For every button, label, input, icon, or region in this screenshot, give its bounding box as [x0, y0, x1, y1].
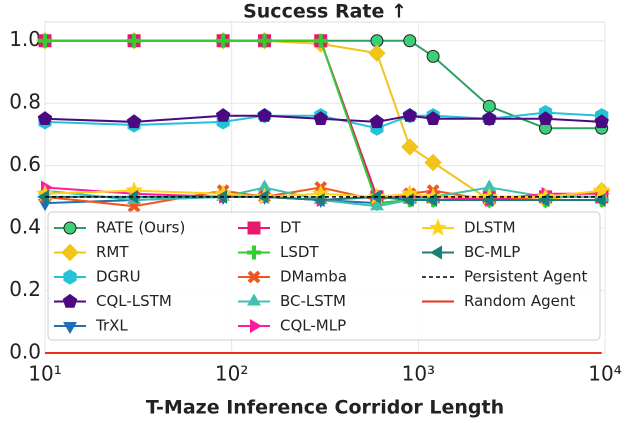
legend-label: DLSTM — [464, 219, 516, 237]
legend-label: TrXL — [95, 317, 128, 335]
x-tick-label: 10² — [215, 362, 248, 386]
marker — [592, 181, 611, 199]
legend-label: CQL-LSTM — [96, 292, 172, 310]
marker — [426, 49, 440, 63]
marker — [402, 108, 417, 122]
marker — [401, 138, 419, 156]
legend-label: DMamba — [280, 268, 347, 286]
marker — [215, 108, 231, 122]
marker — [313, 111, 328, 125]
marker — [63, 221, 77, 235]
marker — [247, 270, 261, 284]
marker — [61, 243, 79, 262]
marker — [538, 111, 553, 125]
marker — [62, 293, 78, 308]
marker — [403, 34, 417, 48]
marker — [313, 33, 328, 48]
marker — [127, 33, 142, 48]
legend-label: RATE (Ours) — [96, 219, 185, 237]
marker — [247, 245, 261, 260]
marker — [368, 44, 386, 62]
marker — [63, 269, 77, 285]
legend-label: Persistent Agent — [464, 268, 587, 286]
x-tick-label: 10¹ — [28, 362, 61, 386]
x-tick-label: 10³ — [402, 362, 435, 386]
legend-label: RMT — [96, 243, 129, 261]
y-tick-label: 1.0 — [9, 27, 41, 51]
y-tick-label: 0.8 — [9, 90, 41, 114]
legend-label: DGRU — [96, 268, 141, 286]
marker — [38, 33, 52, 48]
marker — [247, 293, 261, 306]
legend-label: BC-LSTM — [280, 292, 346, 310]
marker — [594, 114, 609, 129]
chart-title: Success Rate ↑ — [243, 1, 407, 23]
marker — [216, 33, 231, 48]
y-tick-label: 0.6 — [9, 152, 41, 176]
marker — [257, 108, 272, 122]
marker — [370, 198, 384, 211]
y-tick-label: 0.4 — [9, 215, 41, 239]
marker — [482, 111, 497, 125]
marker — [429, 218, 447, 236]
marker — [425, 111, 441, 125]
x-tick-label: 10⁴ — [588, 362, 621, 386]
legend-label: CQL-MLP — [280, 317, 346, 335]
legend-label: Random Agent — [464, 292, 575, 310]
legend-box — [47, 211, 601, 341]
marker — [63, 322, 77, 334]
y-tick-label: 0.0 — [9, 340, 41, 364]
legend: RATE (Ours) RMT DGRU CQL-LSTM TrXL DT LSDT DMam… — [47, 211, 601, 341]
series — [37, 108, 609, 129]
legend-label: DT — [280, 219, 302, 237]
marker — [247, 221, 261, 235]
x-axis-label: T-Maze Inference Corridor Length — [146, 397, 504, 419]
legend-label: BC-MLP — [464, 243, 520, 261]
marker — [430, 245, 442, 260]
marker — [126, 114, 142, 129]
marker — [424, 153, 442, 172]
marker — [482, 99, 496, 113]
marker — [37, 111, 53, 125]
marker — [369, 114, 385, 129]
y-tick-label: 0.2 — [9, 277, 41, 301]
marker — [250, 319, 262, 333]
legend-label: LSDT — [280, 243, 319, 261]
marker — [257, 33, 272, 48]
